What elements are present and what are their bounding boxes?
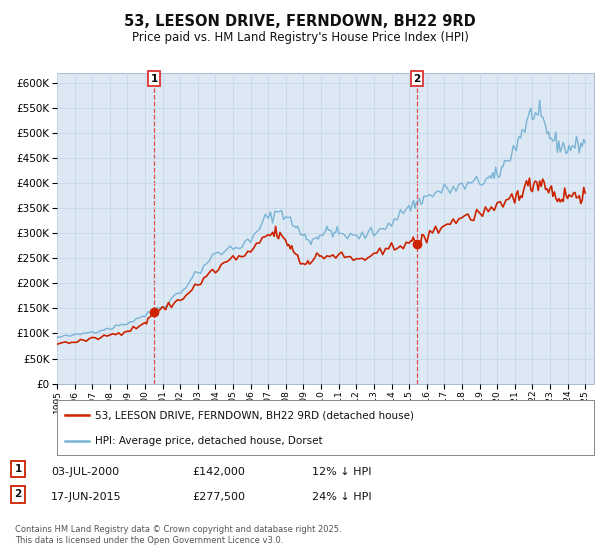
Text: 24% ↓ HPI: 24% ↓ HPI xyxy=(312,492,371,502)
Text: £142,000: £142,000 xyxy=(192,466,245,477)
Text: 12% ↓ HPI: 12% ↓ HPI xyxy=(312,466,371,477)
Text: 17-JUN-2015: 17-JUN-2015 xyxy=(51,492,122,502)
Text: 53, LEESON DRIVE, FERNDOWN, BH22 9RD (detached house): 53, LEESON DRIVE, FERNDOWN, BH22 9RD (de… xyxy=(95,410,413,420)
Text: Contains HM Land Registry data © Crown copyright and database right 2025.
This d: Contains HM Land Registry data © Crown c… xyxy=(15,525,341,545)
Text: 1: 1 xyxy=(14,464,22,474)
Text: £277,500: £277,500 xyxy=(192,492,245,502)
Text: 2: 2 xyxy=(413,74,421,84)
Text: 2: 2 xyxy=(14,489,22,500)
Text: 1: 1 xyxy=(151,74,158,84)
Text: Price paid vs. HM Land Registry's House Price Index (HPI): Price paid vs. HM Land Registry's House … xyxy=(131,31,469,44)
Text: 03-JUL-2000: 03-JUL-2000 xyxy=(51,466,119,477)
Text: 53, LEESON DRIVE, FERNDOWN, BH22 9RD: 53, LEESON DRIVE, FERNDOWN, BH22 9RD xyxy=(124,14,476,29)
Text: HPI: Average price, detached house, Dorset: HPI: Average price, detached house, Dors… xyxy=(95,436,322,446)
